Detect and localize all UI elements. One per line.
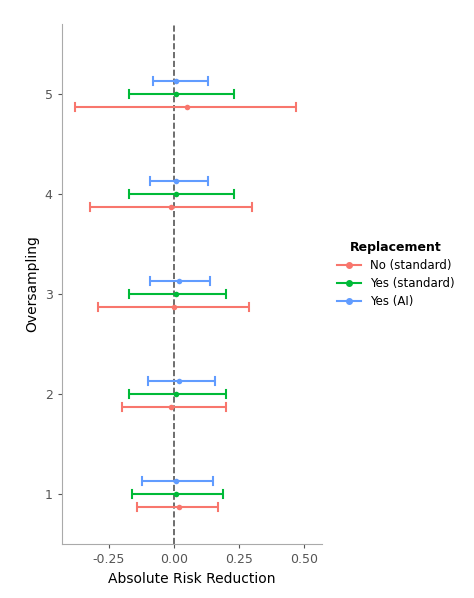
- Y-axis label: Oversampling: Oversampling: [25, 236, 39, 332]
- X-axis label: Absolute Risk Reduction: Absolute Risk Reduction: [108, 572, 276, 586]
- Legend: No (standard), Yes (standard), Yes (AI): No (standard), Yes (standard), Yes (AI): [333, 238, 458, 311]
